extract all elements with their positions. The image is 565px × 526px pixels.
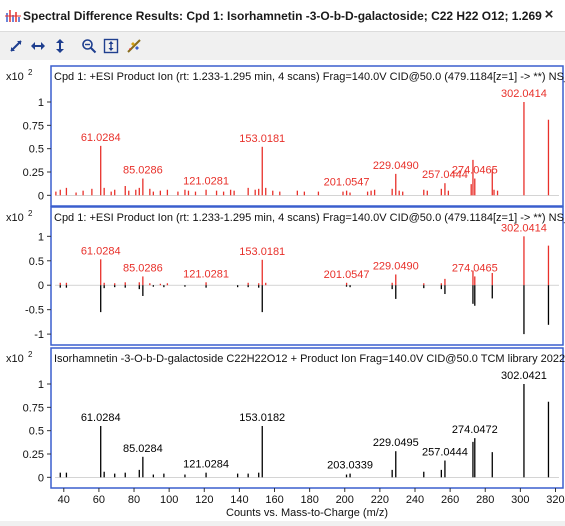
- window-title: Spectral Difference Results: Cpd 1: Isor…: [23, 9, 542, 23]
- peak-label: 201.0547: [324, 269, 370, 281]
- peak-label: 229.0490: [373, 260, 419, 272]
- panel-header: Cpd 1: +ESI Product Ion (rt: 1.233-1.295…: [54, 71, 565, 83]
- x-tick-label: 200: [336, 494, 354, 506]
- peak-label: 121.0284: [183, 459, 229, 471]
- toolbar: [0, 33, 565, 59]
- peak-label: 274.0465: [452, 262, 498, 274]
- peak-label: 153.0181: [239, 133, 285, 145]
- peak-label-icon[interactable]: [126, 38, 142, 54]
- y-tick-label: 0.25: [23, 449, 44, 461]
- y-tick-label: 0.25: [23, 167, 44, 179]
- x-tick-label: 260: [441, 494, 459, 506]
- panel-header: Isorhamnetin -3-O-b-D-galactoside C22H22…: [54, 353, 565, 365]
- spectrum-panel-2: Cpd 1: +ESI Product Ion (rt: 1.233-1.295…: [6, 206, 565, 346]
- spectral-plots: Cpd 1: +ESI Product Ion (rt: 1.233-1.295…: [6, 65, 565, 519]
- y-tick-label: 1: [38, 97, 44, 109]
- x-tick-label: 280: [476, 494, 494, 506]
- y-tick-label: 0.75: [23, 402, 44, 414]
- y-tick-label: 0: [38, 190, 44, 202]
- x-tick-label: 120: [195, 494, 213, 506]
- peak-label: 302.0414: [501, 88, 547, 100]
- y-tick-label: 0.5: [29, 426, 44, 438]
- peak-label: 201.0547: [324, 177, 370, 189]
- x-tick-label: 300: [511, 494, 529, 506]
- peak-label: 274.0465: [452, 165, 498, 177]
- x-tick-label: 60: [93, 494, 105, 506]
- peak-label: 302.0414: [501, 222, 547, 234]
- peak-label: 85.0284: [123, 443, 163, 455]
- y-tick-label: 1: [38, 379, 44, 391]
- x-axis-label: Counts vs. Mass-to-Charge (m/z): [226, 507, 388, 519]
- autoscale-xy-icon[interactable]: [8, 38, 24, 54]
- y-scale-exponent: 2: [28, 209, 33, 218]
- x-tick-label: 160: [265, 494, 283, 506]
- zoom-icon[interactable]: [81, 38, 97, 54]
- peak-label: 257.0444: [422, 169, 468, 181]
- y-tick-label: 0.5: [29, 144, 44, 156]
- peak-label: 229.0490: [373, 160, 419, 172]
- y-tick-label: 0: [38, 472, 44, 484]
- autoscale-y-icon[interactable]: [52, 38, 68, 54]
- autoscale-x-icon[interactable]: [30, 38, 46, 54]
- x-tick-label: 320: [546, 494, 564, 506]
- spectrum-panel-1: Cpd 1: +ESI Product Ion (rt: 1.233-1.295…: [6, 65, 565, 207]
- peak-label: 61.0284: [81, 245, 121, 257]
- peak-label: 61.0284: [81, 132, 121, 144]
- peak-label: 85.0286: [123, 165, 163, 177]
- x-tick-label: 180: [300, 494, 318, 506]
- y-tick-label: 0: [38, 280, 44, 292]
- peak-label: 229.0495: [373, 437, 419, 449]
- panel-frame: [50, 347, 564, 489]
- close-button[interactable]: ×: [544, 6, 554, 23]
- x-tick-label: 80: [128, 494, 140, 506]
- peak-label: 121.0281: [183, 176, 229, 188]
- fit-vertical-icon[interactable]: [103, 38, 119, 54]
- peak-label: 153.0181: [239, 246, 285, 258]
- peak-label: 203.0339: [327, 460, 373, 472]
- y-scale-label: x10: [6, 71, 24, 83]
- y-scale-exponent: 2: [28, 68, 33, 77]
- x-tick-label: 220: [371, 494, 389, 506]
- y-scale-exponent: 2: [28, 350, 33, 359]
- x-tick-label: 240: [406, 494, 424, 506]
- panel-frame: [50, 65, 564, 207]
- plot-area: Cpd 1: +ESI Product Ion (rt: 1.233-1.295…: [0, 60, 565, 521]
- y-tick-label: -1: [34, 329, 44, 341]
- y-tick-label: 0.5: [29, 256, 44, 268]
- window-titlebar: Spectral Difference Results: Cpd 1: Isor…: [0, 0, 565, 32]
- x-tick-label: 100: [160, 494, 178, 506]
- y-scale-label: x10: [6, 353, 24, 365]
- x-tick-label: 40: [58, 494, 70, 506]
- panel-frame: [50, 206, 564, 346]
- y-scale-label: x10: [6, 212, 24, 224]
- peak-label: 61.0284: [81, 412, 121, 424]
- y-tick-label: 0.75: [23, 120, 44, 132]
- y-tick-label: -0.5: [25, 305, 44, 317]
- peak-label: 257.0444: [422, 447, 468, 459]
- spectrum-panel-3: Isorhamnetin -3-O-b-D-galactoside C22H22…: [6, 347, 565, 519]
- peak-label: 121.0281: [183, 268, 229, 280]
- panel-header: Cpd 1: +ESI Product Ion (rt: 1.233-1.295…: [54, 212, 565, 224]
- spectrum-app-icon: [5, 10, 21, 22]
- peak-label: 85.0286: [123, 262, 163, 274]
- peak-label: 302.0421: [501, 370, 547, 382]
- x-tick-label: 140: [230, 494, 248, 506]
- y-tick-label: 1: [38, 231, 44, 243]
- peak-label: 153.0182: [239, 412, 285, 424]
- peak-label: 274.0472: [452, 424, 498, 436]
